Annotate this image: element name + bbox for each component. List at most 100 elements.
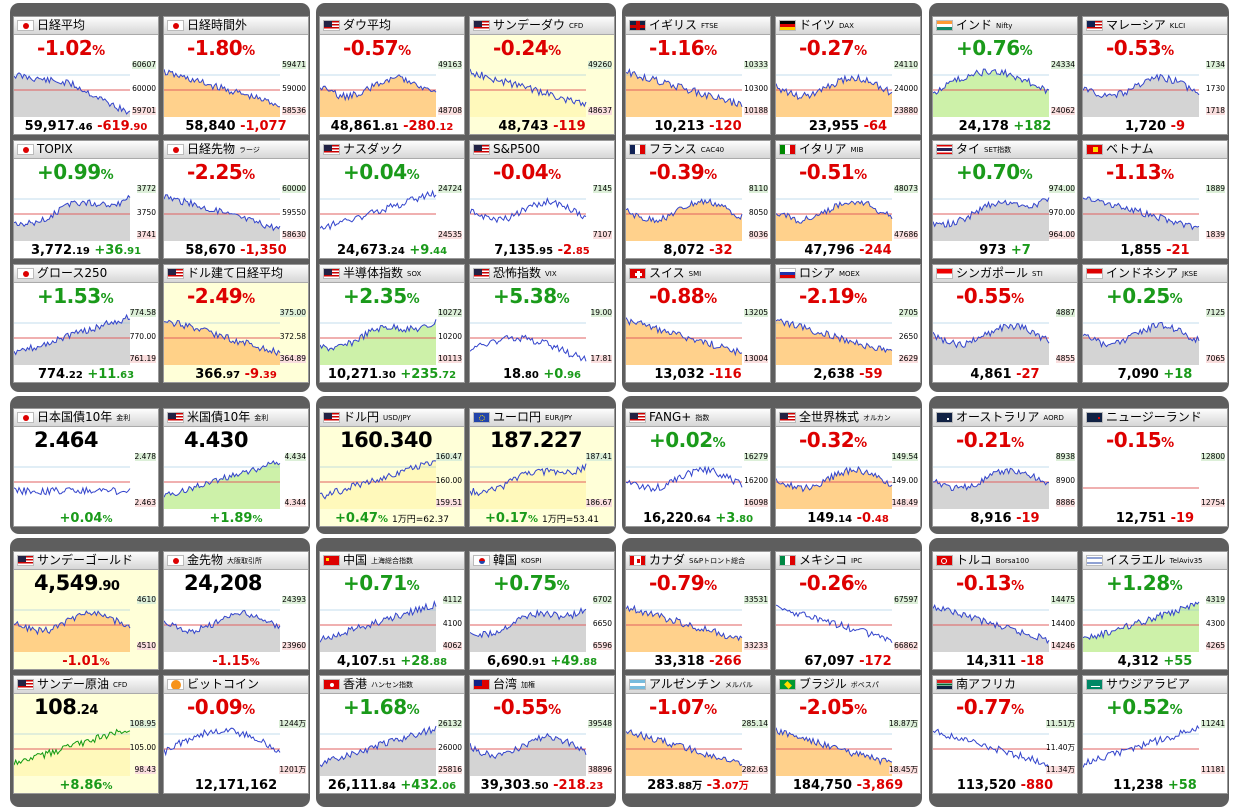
market-tile[interactable]: 半導体指数 SOX +2.35% 10272 10200 10113 10,271.30 +…: [319, 264, 465, 383]
tile-header[interactable]: ドル円 USD/JPY: [320, 409, 464, 427]
market-tile[interactable]: サンデーダウ CFD -0.24% 49260 48637 48,743 -119: [469, 16, 615, 135]
market-tile[interactable]: アルゼンチン メルバル -1.07% 285.14 282.63 283.88万 -3.0…: [625, 675, 771, 794]
tile-header[interactable]: 日経時間外: [164, 17, 308, 35]
market-tile[interactable]: 日本国債10年 金利 2.464 2.478 2.463 +0.04%: [13, 408, 159, 527]
tile-header[interactable]: 日本国債10年 金利: [14, 409, 158, 427]
tile-header[interactable]: サンデーダウ CFD: [470, 17, 614, 35]
market-tile[interactable]: 日経時間外 -1.80% 59471 59000 58536 58,840 -1,077: [163, 16, 309, 135]
tile-header[interactable]: 全世界株式 オルカン: [776, 409, 920, 427]
tile-header[interactable]: サンデー原油 CFD: [14, 676, 158, 694]
market-tile[interactable]: シンガポール STI -0.55% 4887 4855 4,861 -27: [932, 264, 1078, 383]
market-tile[interactable]: イタリア MIB -0.51% 48073 47686 47,796 -244: [775, 140, 921, 259]
tile-header[interactable]: ロシア MOEX: [776, 265, 920, 283]
tile-header[interactable]: イギリス FTSE: [626, 17, 770, 35]
tile-header[interactable]: 南アフリカ: [933, 676, 1077, 694]
market-tile[interactable]: メキシコ IPC -0.26% 67597 66862 67,097 -172: [775, 551, 921, 670]
market-tile[interactable]: 香港 ハンセン指数 +1.68% 26132 26000 25816 26,111.84 +…: [319, 675, 465, 794]
low-label: 25816: [438, 765, 462, 774]
tile-header[interactable]: 半導体指数 SOX: [320, 265, 464, 283]
tile-header[interactable]: グロース250: [14, 265, 158, 283]
tile-header[interactable]: ダウ平均: [320, 17, 464, 35]
market-tile[interactable]: イスラエル TelAviv35 +1.28% 4319 4300 4265 4,312 +5…: [1082, 551, 1228, 670]
tile-header[interactable]: 米国債10年 金利: [164, 409, 308, 427]
market-tile[interactable]: グロース250 +1.53% 774.58 770.00 761.19 774.22 +1…: [13, 264, 159, 383]
market-tile[interactable]: 恐怖指数 VIX +5.38% 19.00 17.81 18.80 +0.96: [469, 264, 615, 383]
market-tile[interactable]: ニュージーランド -0.15% 12800 12754 12,751 -19: [1082, 408, 1228, 527]
tile-header[interactable]: 金先物 大阪取引所: [164, 552, 308, 570]
market-tile[interactable]: ユーロ円 EUR/JPY 187.227 187.41 186.67 +0.17% 1万円=…: [469, 408, 615, 527]
high-label: 8110: [748, 184, 768, 193]
tile-header[interactable]: ベトナム: [1083, 141, 1227, 159]
market-tile[interactable]: スイス SMI -0.88% 13205 13004 13,032 -116: [625, 264, 771, 383]
market-tile[interactable]: オーストラリア AORD -0.21% 8938 8900 8886 8,916 -19: [932, 408, 1078, 527]
tile-header[interactable]: メキシコ IPC: [776, 552, 920, 570]
market-tile[interactable]: 南アフリカ -0.77% 11.51万 11.40万 11.34万 113,520 -88…: [932, 675, 1078, 794]
tile-header[interactable]: 日経先物 ラージ: [164, 141, 308, 159]
market-tile[interactable]: カナダ S&Pトロント総合 -0.79% 33531 33233 33,318 -266: [625, 551, 771, 670]
tile-header[interactable]: スイス SMI: [626, 265, 770, 283]
tile-header[interactable]: フランス CAC40: [626, 141, 770, 159]
market-tile[interactable]: ダウ平均 -0.57% 49163 48708 48,861.81 -280.12: [319, 16, 465, 135]
tile-header[interactable]: イタリア MIB: [776, 141, 920, 159]
tile-header[interactable]: 中国 上海総合指数: [320, 552, 464, 570]
tile-header[interactable]: ユーロ円 EUR/JPY: [470, 409, 614, 427]
market-tile[interactable]: ブラジル ボベスパ -2.05% 18.87万 18.45万 184,750 -3,869: [775, 675, 921, 794]
tile-header[interactable]: 台湾 加権: [470, 676, 614, 694]
tile-header[interactable]: S&P500: [470, 141, 614, 159]
tile-header[interactable]: マレーシア KLCI: [1083, 17, 1227, 35]
tile-header[interactable]: アルゼンチン メルバル: [626, 676, 770, 694]
tile-header[interactable]: タイ SET指数: [933, 141, 1077, 159]
tile-header[interactable]: 日経平均: [14, 17, 158, 35]
market-tile[interactable]: ドル円 USD/JPY 160.340 160.47 160.00 159.51 +0.47…: [319, 408, 465, 527]
price-chart: [1083, 73, 1200, 117]
tile-header[interactable]: ニュージーランド: [1083, 409, 1227, 427]
tile-header[interactable]: ビットコイン: [164, 676, 308, 694]
tile-header[interactable]: 韓国 KOSPI: [470, 552, 614, 570]
market-tile[interactable]: タイ SET指数 +0.70% 974.00 970.00 964.00 973 +7: [932, 140, 1078, 259]
tile-header[interactable]: シンガポール STI: [933, 265, 1077, 283]
market-tile[interactable]: 中国 上海総合指数 +0.71% 4112 4100 4062 4,107.51 +28.8…: [319, 551, 465, 670]
market-tile[interactable]: 金先物 大阪取引所 24,208 24393 23960 -1.15%: [163, 551, 309, 670]
tile-header[interactable]: インドネシア JKSE: [1083, 265, 1227, 283]
market-tile[interactable]: フランス CAC40 -0.39% 8110 8050 8036 8,072 -32: [625, 140, 771, 259]
tile-header[interactable]: ドイツ DAX: [776, 17, 920, 35]
market-tile[interactable]: ロシア MOEX -2.19% 2705 2650 2629 2,638 -59: [775, 264, 921, 383]
market-tile[interactable]: イギリス FTSE -1.16% 10333 10300 10188 10,213 -120: [625, 16, 771, 135]
market-tile[interactable]: 米国債10年 金利 4.430 4.434 4.344 +1.89%: [163, 408, 309, 527]
tile-header[interactable]: トルコ Borsa100: [933, 552, 1077, 570]
market-tile[interactable]: ドル建て日経平均 -2.49% 375.00 372.58 364.89 366.97 -…: [163, 264, 309, 383]
tile-header[interactable]: カナダ S&Pトロント総合: [626, 552, 770, 570]
market-tile[interactable]: 台湾 加権 -0.55% 39548 38896 39,303.50 -218.23: [469, 675, 615, 794]
market-tile[interactable]: マレーシア KLCI -0.53% 1734 1730 1718 1,720 -9: [1082, 16, 1228, 135]
tile-header[interactable]: 香港 ハンセン指数: [320, 676, 464, 694]
market-tile[interactable]: 日経平均 -1.02% 60607 60000 59701 59,917.46 -619.…: [13, 16, 159, 135]
tile-header[interactable]: サンデーゴールド: [14, 552, 158, 570]
market-tile[interactable]: S&P500 -0.04% 7145 7107 7,135.95 -2.85: [469, 140, 615, 259]
tile-header[interactable]: TOPIX: [14, 141, 158, 159]
market-tile[interactable]: トルコ Borsa100 -0.13% 14475 14400 14246 14,311 -…: [932, 551, 1078, 670]
market-tile[interactable]: 韓国 KOSPI +0.75% 6702 6650 6596 6,690.91 +49.88: [469, 551, 615, 670]
tile-header[interactable]: ドル建て日経平均: [164, 265, 308, 283]
market-tile[interactable]: FANG+ 指数 +0.02% 16279 16200 16098 16,220.64 +3…: [625, 408, 771, 527]
low-label: 33233: [744, 641, 768, 650]
tile-header[interactable]: イスラエル TelAviv35: [1083, 552, 1227, 570]
market-tile[interactable]: インド Nifty +0.76% 24334 24062 24,178 +182: [932, 16, 1078, 135]
market-tile[interactable]: 全世界株式 オルカン -0.32% 149.54 149.00 148.49 149.14 …: [775, 408, 921, 527]
tile-header[interactable]: FANG+ 指数: [626, 409, 770, 427]
market-tile[interactable]: TOPIX +0.99% 3772 3750 3741 3,772.19 +36.91: [13, 140, 159, 259]
market-tile[interactable]: サウジアラビア +0.52% 11241 11181 11,238 +58: [1082, 675, 1228, 794]
market-tile[interactable]: ドイツ DAX -0.27% 24110 24000 23880 23,955 -64: [775, 16, 921, 135]
tile-header[interactable]: 恐怖指数 VIX: [470, 265, 614, 283]
market-tile[interactable]: ナスダック +0.04% 24724 24535 24,673.24 +9.44: [319, 140, 465, 259]
tile-header[interactable]: ナスダック: [320, 141, 464, 159]
tile-header[interactable]: ブラジル ボベスパ: [776, 676, 920, 694]
market-tile[interactable]: 日経先物 ラージ -2.25% 60000 59550 58630 58,670 -1,35…: [163, 140, 309, 259]
tile-header[interactable]: オーストラリア AORD: [933, 409, 1077, 427]
market-tile[interactable]: サンデーゴールド 4,549.90 4610 4510 -1.01%: [13, 551, 159, 670]
tile-header[interactable]: インド Nifty: [933, 17, 1077, 35]
market-tile[interactable]: インドネシア JKSE +0.25% 7125 7065 7,090 +18: [1082, 264, 1228, 383]
market-tile[interactable]: サンデー原油 CFD 108.24 108.95 105.00 98.43 +8.86%: [13, 675, 159, 794]
market-tile[interactable]: ビットコイン -0.09% 1244万 1201万 12,171,162: [163, 675, 309, 794]
market-tile[interactable]: ベトナム -1.13% 1889 1839 1,855 -21: [1082, 140, 1228, 259]
tile-header[interactable]: サウジアラビア: [1083, 676, 1227, 694]
